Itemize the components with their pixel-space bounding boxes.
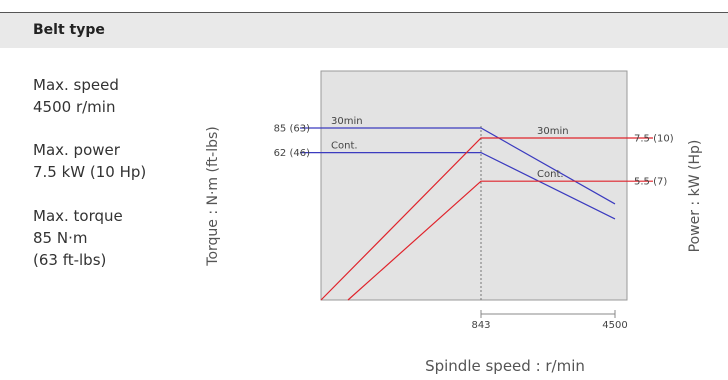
torque-line-cont (300, 152, 616, 220)
section-header: Belt type (0, 12, 728, 48)
max-speed-label: Max. speed (33, 76, 119, 94)
torque-series-label: Cont. (331, 141, 358, 152)
power-series-label: 30min (537, 126, 569, 137)
max-torque-value: 85 N·m (33, 229, 88, 247)
x-tick-label: 843 (471, 320, 490, 331)
x-axis-title: Spindle speed : r/min (425, 357, 585, 375)
max-power-label: Max. power (33, 141, 120, 159)
power-tick-label: 5.5 (7) (634, 177, 667, 188)
max-speed-spec: Max. speed 4500 r/min (33, 74, 119, 118)
plot-area (320, 70, 628, 301)
power-tick-label: 7.5 (10) (634, 134, 674, 145)
max-power-value: 7.5 kW (10 Hp) (33, 163, 147, 181)
torque-series-label: 30min (331, 116, 363, 127)
torque-line-30min (300, 127, 616, 205)
x-tick-label: 4500 (602, 320, 627, 331)
power-series-label: Cont. (537, 169, 564, 180)
section-title: Belt type (33, 22, 105, 38)
max-power-spec: Max. power 7.5 kW (10 Hp) (33, 139, 146, 183)
max-torque-label: Max. torque (33, 207, 123, 225)
torque-tick-label: 85 (63) (274, 124, 311, 135)
max-torque-value-alt: (63 ft-lbs) (33, 251, 107, 269)
max-torque-spec: Max. torque 85 N·m (63 ft-lbs) (33, 205, 123, 271)
power-line-cont (347, 180, 653, 301)
max-speed-value: 4500 r/min (33, 98, 116, 116)
power-line-30min (320, 137, 653, 301)
torque-tick-label: 62 (46) (274, 148, 311, 159)
